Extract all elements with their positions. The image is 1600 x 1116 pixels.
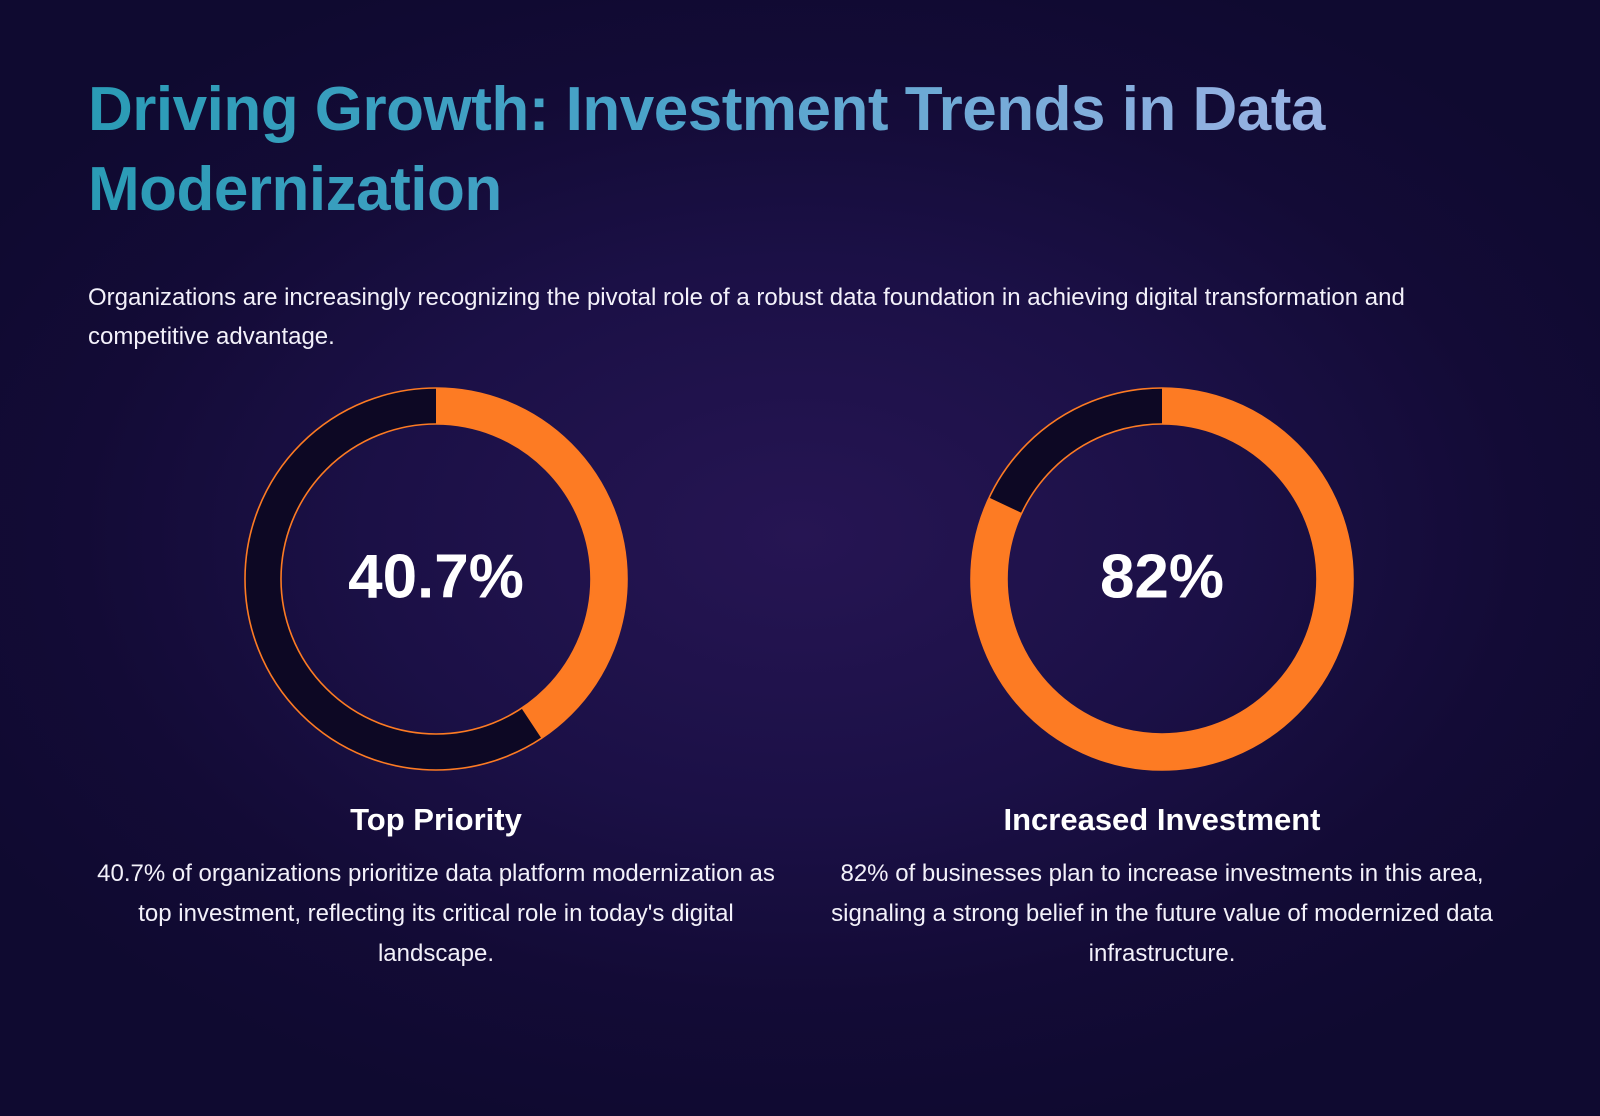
intro-text: Organizations are increasingly recognizi… [88,284,1405,350]
donut-inner-ring [1006,423,1318,735]
stat-title: Top Priority [350,802,522,837]
stat-title: Increased Investment [1003,802,1321,837]
donut-chart-increased-investment: 82% [970,387,1354,771]
page-title: Driving Growth: Investment Trends in Dat… [88,70,1488,230]
donut-outer-ring [244,387,628,771]
donut-center-label: 40.7% [348,542,524,611]
donut-inner-ring [280,423,592,735]
donut-value-arc [435,388,627,739]
donut-outer-ring [970,387,1354,771]
stat-description: 82% of businesses plan to increase inves… [831,860,1493,967]
stat-card-increased-investment: 82% Increased Investment 82% of business… [812,387,1512,974]
donut-value-arc [971,388,1353,770]
stat-description: 40.7% of organizations prioritize data p… [97,860,775,967]
donut-chart-top-priority: 40.7% [244,387,628,771]
donut-center-label: 82% [1100,542,1224,611]
stat-card-top-priority: 40.7% Top Priority 40.7% of organization… [86,387,786,974]
